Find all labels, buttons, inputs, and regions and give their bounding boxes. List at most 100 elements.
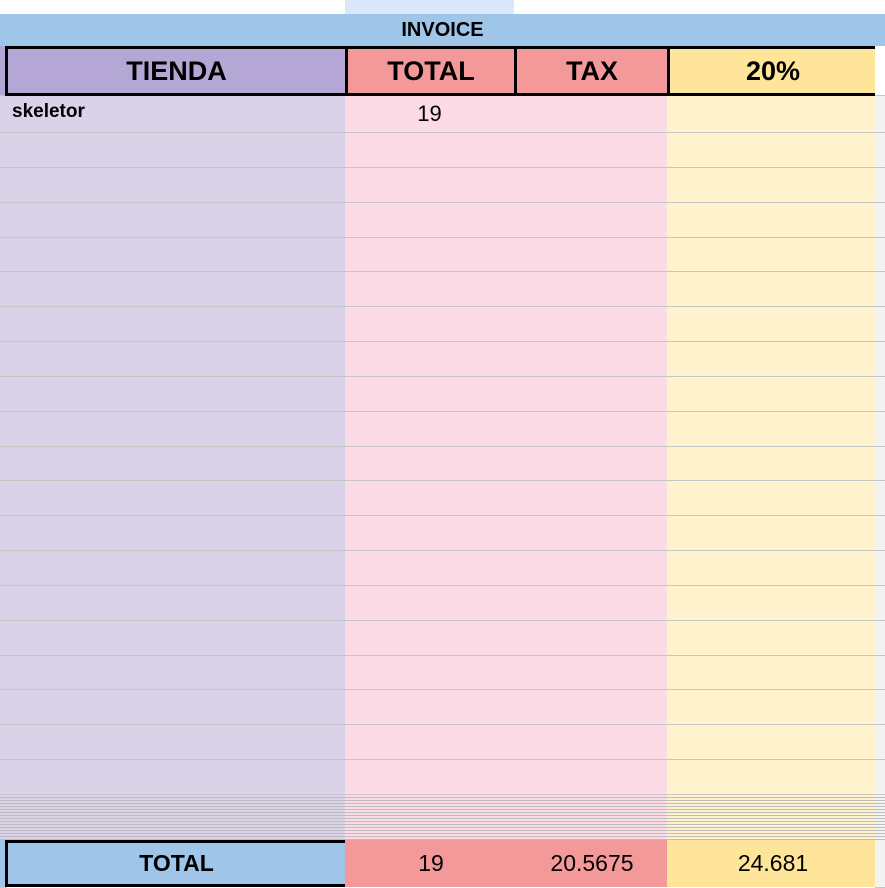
- cell: [345, 0, 515, 15]
- cell: [5, 760, 346, 795]
- cell: [667, 725, 877, 760]
- cell: [514, 760, 668, 795]
- footer-cell: TOTAL: [5, 840, 348, 887]
- cell: [5, 690, 346, 725]
- cell: [5, 725, 346, 760]
- cell: [667, 238, 877, 272]
- cell: [875, 96, 885, 133]
- cell: [875, 238, 885, 272]
- cell: [875, 46, 885, 96]
- cell: [875, 795, 885, 798]
- cell: [5, 481, 346, 516]
- cell: [875, 203, 885, 238]
- cell: [875, 831, 885, 834]
- cell: [875, 801, 885, 804]
- cell: [5, 272, 346, 307]
- cell: [875, 621, 885, 656]
- cell: [667, 760, 877, 795]
- footer-cell: 19: [345, 840, 517, 887]
- cell: [875, 481, 885, 516]
- cell: [345, 690, 515, 725]
- cell: [514, 447, 668, 481]
- cell: [667, 203, 877, 238]
- header-cell: TAX: [514, 46, 670, 96]
- cell: [514, 377, 668, 412]
- cell: [345, 551, 515, 586]
- cell: [514, 621, 668, 656]
- cell: [5, 656, 346, 690]
- header-cell: TIENDA: [5, 46, 348, 96]
- cell: [667, 551, 877, 586]
- cell: [5, 133, 346, 168]
- cell: [875, 412, 885, 447]
- footer-cell: 20.5675: [514, 840, 670, 887]
- cell: [875, 133, 885, 168]
- cell: [514, 96, 668, 133]
- header-cell: 20%: [667, 46, 879, 96]
- cell: [667, 586, 877, 621]
- cell: [875, 342, 885, 377]
- cell: [5, 342, 346, 377]
- cell: [345, 377, 515, 412]
- cell: [875, 690, 885, 725]
- cell: [875, 837, 885, 840]
- cell: [667, 0, 877, 15]
- cell: [345, 516, 515, 551]
- cell: [5, 307, 346, 342]
- cell: [5, 586, 346, 621]
- cell: [345, 586, 515, 621]
- cell: [667, 377, 877, 412]
- cell: [514, 272, 668, 307]
- cell: [514, 725, 668, 760]
- cell: [667, 412, 877, 447]
- cell: [667, 307, 877, 342]
- cell: [875, 168, 885, 203]
- cell: [667, 447, 877, 481]
- cell: [667, 133, 877, 168]
- cell: [514, 516, 668, 551]
- cell: [514, 586, 668, 621]
- cell: [5, 0, 346, 15]
- cell: [875, 377, 885, 412]
- cell: [345, 238, 515, 272]
- cell: [345, 168, 515, 203]
- cell: [345, 481, 515, 516]
- cell: [514, 690, 668, 725]
- cell: [514, 481, 668, 516]
- cell: [514, 203, 668, 238]
- cell: [514, 307, 668, 342]
- cell: [5, 551, 346, 586]
- data-cell: 19: [345, 96, 515, 133]
- cell: [875, 516, 885, 551]
- cell: [875, 725, 885, 760]
- cell: [5, 238, 346, 272]
- cell: [514, 238, 668, 272]
- cell: [667, 272, 877, 307]
- footer-cell: 24.681: [667, 840, 879, 887]
- cell: [345, 412, 515, 447]
- cell: [875, 586, 885, 621]
- header-cell: TOTAL: [345, 46, 517, 96]
- cell: [875, 272, 885, 307]
- cell: [667, 656, 877, 690]
- cell: [875, 825, 885, 828]
- cell: [345, 307, 515, 342]
- cell: [345, 760, 515, 795]
- cell: [514, 551, 668, 586]
- cell: [875, 656, 885, 690]
- cell: [345, 725, 515, 760]
- cell: [345, 133, 515, 168]
- cell: [5, 377, 346, 412]
- cell: [875, 810, 885, 813]
- cell: [514, 412, 668, 447]
- cell: [345, 621, 515, 656]
- cell: [345, 447, 515, 481]
- cell: [514, 133, 668, 168]
- cell: [667, 168, 877, 203]
- cell: [345, 342, 515, 377]
- cell: [5, 447, 346, 481]
- cell: [875, 551, 885, 586]
- cell: [875, 813, 885, 816]
- cell: [875, 804, 885, 807]
- cell: [875, 807, 885, 810]
